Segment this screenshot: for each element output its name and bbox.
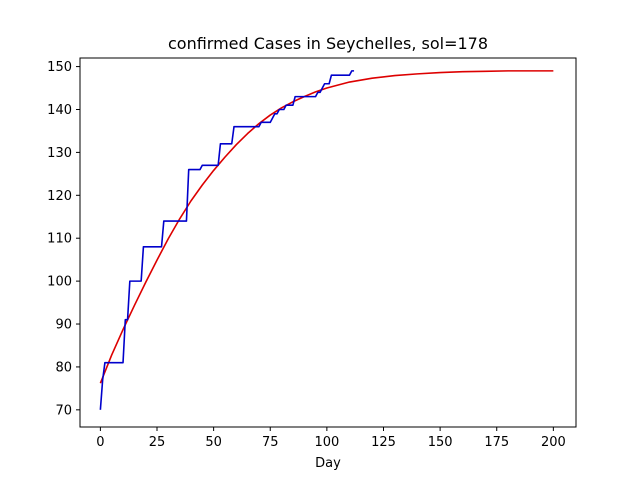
x-axis: 0 25 50 75 100 125 150 175 200 bbox=[96, 427, 566, 450]
y-tick-label: 140 bbox=[47, 103, 72, 118]
x-tick-label: 175 bbox=[484, 435, 509, 450]
y-tick-label: 100 bbox=[47, 275, 72, 290]
x-tick-label: 200 bbox=[541, 435, 566, 450]
y-tick-label: 110 bbox=[47, 232, 72, 247]
x-tick-label: 125 bbox=[371, 435, 396, 450]
x-tick-label: 50 bbox=[205, 435, 222, 450]
x-tick-label: 100 bbox=[314, 435, 339, 450]
x-tick-label: 25 bbox=[149, 435, 166, 450]
y-tick-label: 70 bbox=[55, 403, 72, 418]
plot-area-frame bbox=[79, 57, 577, 428]
y-tick-label: 120 bbox=[47, 189, 72, 204]
chart-title: confirmed Cases in Seychelles, sol=178 bbox=[168, 34, 488, 53]
series-line-observed bbox=[99, 70, 355, 410]
y-tick-label: 150 bbox=[47, 60, 72, 75]
x-tick-label: 150 bbox=[428, 435, 453, 450]
x-tick-label: 0 bbox=[96, 435, 104, 450]
series-layer bbox=[99, 70, 554, 410]
x-tick-label: 75 bbox=[262, 435, 279, 450]
y-tick-label: 130 bbox=[47, 146, 72, 161]
series-line-fit bbox=[99, 70, 554, 384]
x-axis-label: Day bbox=[315, 456, 341, 471]
y-axis: 70 80 90 100 110 120 130 140 150 bbox=[47, 60, 80, 418]
y-tick-label: 90 bbox=[55, 318, 72, 333]
y-tick-label: 80 bbox=[55, 360, 72, 375]
